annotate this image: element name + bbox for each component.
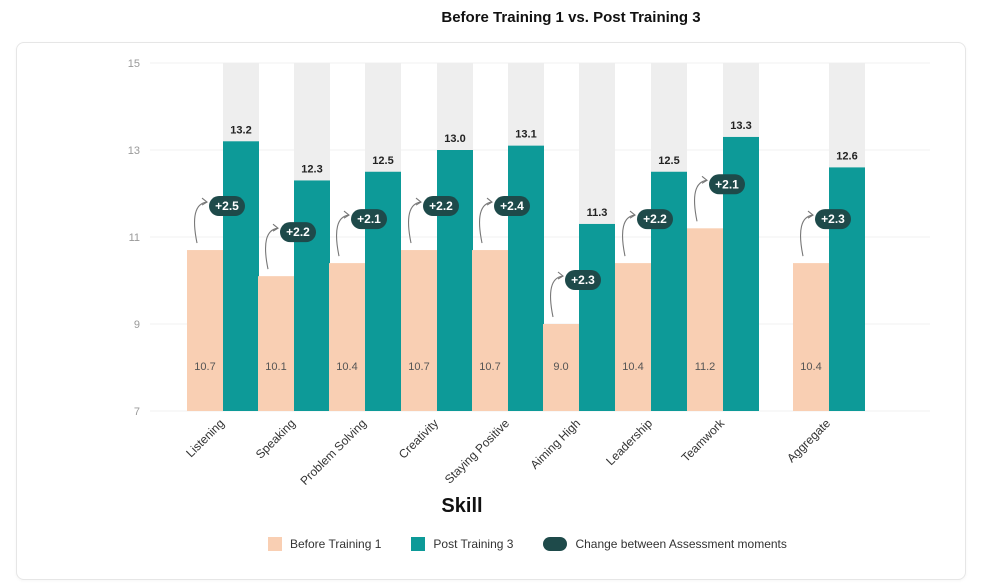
bar-post (508, 145, 544, 411)
bar-before (258, 276, 294, 411)
data-label-post: 13.2 (230, 124, 251, 136)
change-arrowhead (701, 175, 708, 184)
x-tick-label: Listening (183, 416, 227, 460)
change-arrow (479, 201, 493, 244)
bar-post (829, 167, 865, 411)
bar-post (294, 180, 330, 411)
change-label: +2.2 (429, 199, 453, 213)
data-label-before: 11.2 (695, 361, 716, 373)
change-label: +2.4 (500, 199, 524, 213)
bar-before (687, 228, 723, 411)
bar-before (187, 250, 223, 411)
change-arrowhead (272, 223, 279, 232)
x-tick-label: Leadership (603, 416, 655, 468)
bar-before (615, 263, 651, 411)
change-arrowhead (201, 197, 208, 206)
change-pill (565, 270, 601, 290)
change-arrow (408, 201, 422, 244)
legend-item-post: Post Training 3 (411, 537, 513, 551)
y-tick-label: 15 (128, 58, 140, 70)
x-tick-label: Aiming High (527, 416, 583, 472)
legend: Before Training 1 Post Training 3 Change… (268, 534, 817, 554)
data-label-post: 13.1 (515, 129, 536, 141)
x-tick-label: Aggregate (784, 416, 833, 465)
data-label-post: 13.0 (444, 133, 465, 145)
change-pill (280, 222, 316, 243)
data-label-post: 11.3 (587, 207, 608, 219)
change-arrow (694, 179, 708, 222)
change-pill (423, 196, 459, 217)
change-arrowhead (629, 210, 636, 219)
bar-before (472, 250, 508, 411)
data-label-before: 10.4 (622, 361, 643, 373)
x-tick-label: Teamwork (679, 416, 728, 465)
bar-before (793, 263, 829, 411)
change-arrowhead (807, 210, 814, 219)
x-tick-label: Problem Solving (297, 416, 369, 488)
data-label-before: 9.0 (553, 361, 568, 373)
change-label: +2.1 (715, 177, 739, 191)
change-pill (494, 196, 530, 217)
change-pill (351, 209, 387, 230)
change-arrowhead (415, 197, 422, 206)
y-tick-label: 9 (134, 319, 140, 331)
data-label-post: 12.5 (372, 155, 393, 167)
change-arrow (336, 214, 350, 257)
x-tick-label: Speaking (253, 416, 298, 461)
change-pill (709, 174, 745, 195)
change-pill (815, 209, 851, 230)
y-tick-label: 13 (128, 145, 140, 157)
legend-swatch-post (411, 537, 426, 551)
data-label-before: 10.1 (265, 361, 286, 373)
data-label-post: 13.3 (730, 120, 751, 132)
change-label: +2.3 (571, 273, 595, 287)
chart-title: Before Training 1 vs. Post Training 3 (441, 9, 701, 26)
bar-before (329, 263, 365, 411)
change-arrow (800, 214, 814, 257)
data-label-before: 10.7 (408, 361, 429, 373)
change-arrow (194, 201, 208, 244)
data-label-before: 10.4 (336, 361, 357, 373)
bar-before (401, 250, 437, 411)
data-label-post: 12.5 (658, 155, 679, 167)
bar-before (543, 324, 579, 411)
legend-label-before: Before Training 1 (290, 537, 382, 551)
change-label: +2.2 (286, 225, 310, 239)
y-tick-label: 11 (129, 232, 140, 244)
bar-post (579, 223, 615, 411)
bar-post (651, 171, 687, 411)
change-arrow (550, 275, 564, 318)
legend-label-change: Change between Assessment moments (575, 537, 787, 551)
data-label-before: 10.4 (800, 361, 821, 373)
change-arrowhead (486, 197, 493, 206)
data-label-before: 10.7 (194, 361, 215, 373)
change-arrowhead (343, 210, 350, 219)
change-pill (637, 209, 673, 230)
legend-swatch-change (543, 537, 568, 551)
x-axis-title: Skill (441, 495, 483, 517)
change-pill (209, 196, 245, 217)
x-tick-label: Creativity (396, 416, 441, 461)
change-label: +2.2 (643, 212, 667, 226)
x-tick-label: Staying Positive (442, 416, 513, 487)
change-label: +2.5 (215, 199, 239, 213)
bar-chart: 7 9 11 13 15 10.7 13.2 +2.5 Listening 10.1 12.3 +2.… (128, 58, 930, 488)
bar-post (223, 141, 259, 412)
change-arrowhead (557, 271, 564, 280)
legend-item-before: Before Training 1 (268, 537, 381, 551)
change-label: +2.3 (821, 212, 845, 226)
legend-item-change: Change between Assessment moments (543, 537, 787, 551)
bar-post (437, 150, 473, 411)
legend-swatch-before (268, 537, 282, 551)
data-label-post: 12.3 (301, 163, 322, 175)
change-arrow (265, 227, 279, 270)
change-label: +2.1 (357, 212, 381, 226)
bar-post (365, 171, 401, 411)
data-label-before: 10.7 (479, 361, 500, 373)
change-arrow (622, 214, 636, 257)
y-tick-label: 7 (134, 406, 140, 418)
data-label-post: 12.6 (836, 150, 857, 162)
legend-label-post: Post Training 3 (433, 537, 514, 551)
